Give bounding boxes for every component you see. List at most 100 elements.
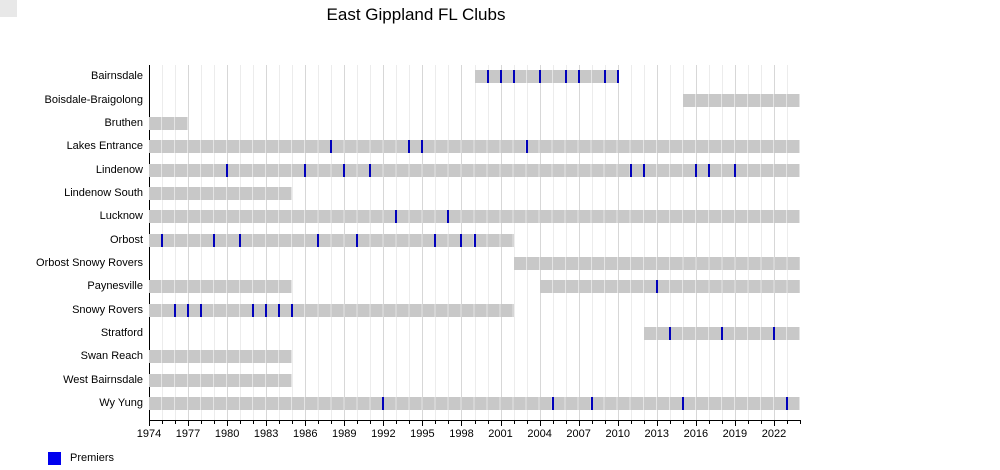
x-tick-1988 xyxy=(331,421,333,424)
x-tick-2008 xyxy=(591,421,593,424)
club-bar-bruthen xyxy=(149,116,189,130)
club-bar-lucknow xyxy=(149,210,800,224)
premier-mark-lindenow-2012 xyxy=(642,163,645,177)
x-tick-1977 xyxy=(188,421,190,426)
club-label-paynesville: Paynesville xyxy=(87,280,143,293)
club-bar-paynesville xyxy=(149,280,293,294)
premier-mark-orbost-1979 xyxy=(213,233,216,247)
premier-mark-lakes-entrance-2003 xyxy=(525,140,528,154)
x-tick-1983 xyxy=(266,421,268,426)
x-tick-2004 xyxy=(539,421,541,426)
x-tick-2010 xyxy=(617,421,619,426)
x-tick-1980 xyxy=(227,421,229,426)
x-tick-2009 xyxy=(604,421,606,424)
x-tick-2022 xyxy=(773,421,775,426)
premier-mark-stratford-2022 xyxy=(772,326,775,340)
club-label-lakes-entrance: Lakes Entrance xyxy=(66,140,143,153)
x-tick-1976 xyxy=(175,421,177,424)
club-label-bairnsdale: Bairnsdale xyxy=(91,70,143,83)
premier-mark-lakes-entrance-1994 xyxy=(408,140,411,154)
club-label-snowy-rovers: Snowy Rovers xyxy=(72,303,143,316)
x-tick-label-2019: 2019 xyxy=(722,428,748,440)
premier-mark-bairnsdale-2010 xyxy=(616,70,619,84)
x-tick-label-2010: 2010 xyxy=(605,428,630,440)
premier-mark-orbost-1990 xyxy=(356,233,359,247)
premier-mark-paynesville-2013 xyxy=(655,280,658,294)
premier-mark-lindenow-2016 xyxy=(694,163,697,177)
x-tick-2021 xyxy=(760,421,762,424)
x-tick-label-2016: 2016 xyxy=(683,428,709,440)
x-tick-2012 xyxy=(643,421,645,424)
gridline-year-2016 xyxy=(695,65,697,420)
x-tick-2014 xyxy=(669,421,671,424)
premier-mark-stratford-2018 xyxy=(720,326,723,340)
x-tick-2005 xyxy=(552,421,554,424)
premier-mark-orbost-1987 xyxy=(317,233,320,247)
premier-mark-lakes-entrance-1995 xyxy=(421,140,424,154)
premier-mark-snowy-rovers-1984 xyxy=(278,303,281,317)
x-tick-1991 xyxy=(370,421,372,424)
gridline-year-2003 xyxy=(526,65,528,420)
x-tick-2017 xyxy=(708,421,710,424)
x-tick-1984 xyxy=(279,421,281,424)
x-tick-label-1977: 1977 xyxy=(175,428,201,440)
premier-mark-lindenow-1986 xyxy=(304,163,307,177)
premier-mark-wy-yung-2015 xyxy=(681,396,684,410)
club-label-boisdale-braigolong: Boisdale-Braigolong xyxy=(44,93,143,106)
x-tick-1997 xyxy=(448,421,450,424)
gridline-year-2014 xyxy=(669,65,671,420)
premier-mark-wy-yung-1992 xyxy=(382,396,385,410)
x-tick-2011 xyxy=(630,421,632,424)
premier-mark-orbost-1981 xyxy=(239,233,242,247)
x-tick-2002 xyxy=(513,421,515,424)
premier-mark-wy-yung-2008 xyxy=(590,396,593,410)
x-tick-1978 xyxy=(201,421,203,424)
premier-mark-lucknow-1993 xyxy=(395,210,398,224)
premier-mark-bairnsdale-2002 xyxy=(512,70,515,84)
x-tick-label-1989: 1989 xyxy=(332,428,357,440)
premier-mark-snowy-rovers-1977 xyxy=(187,303,190,317)
x-tick-1975 xyxy=(162,421,164,424)
premier-mark-bairnsdale-2000 xyxy=(486,70,489,84)
x-tick-2018 xyxy=(721,421,723,424)
x-tick-label-2022: 2022 xyxy=(761,428,787,440)
club-label-bruthen: Bruthen xyxy=(104,116,143,129)
x-tick-label-1995: 1995 xyxy=(410,428,435,440)
x-tick-label-2004: 2004 xyxy=(527,428,552,440)
x-tick-2016 xyxy=(695,421,697,426)
club-label-west-bairnsdale: West Bairnsdale xyxy=(63,373,143,386)
x-tick-1982 xyxy=(253,421,255,424)
gridline-year-2009 xyxy=(604,65,606,420)
x-tick-label-1974: 1974 xyxy=(136,428,162,440)
x-tick-2020 xyxy=(747,421,749,424)
x-tick-1999 xyxy=(474,421,476,424)
club-bar-west-bairnsdale xyxy=(149,373,293,387)
premier-mark-wy-yung-2005 xyxy=(551,396,554,410)
gridline-year-2002 xyxy=(513,65,515,420)
gridline-year-2021 xyxy=(760,65,762,420)
premier-mark-bairnsdale-2004 xyxy=(538,70,541,84)
gridline-year-2020 xyxy=(747,65,749,420)
club-bar-lakes-entrance xyxy=(149,140,800,154)
club-label-lindenow: Lindenow xyxy=(95,163,143,176)
gridline-year-2023 xyxy=(786,65,788,420)
gridline-year-2012 xyxy=(643,65,645,420)
gridline-year-2015 xyxy=(682,65,684,420)
premier-mark-stratford-2014 xyxy=(668,326,671,340)
x-tick-1993 xyxy=(396,421,398,424)
x-tick-label-1992: 1992 xyxy=(371,428,396,440)
club-label-lucknow: Lucknow xyxy=(99,210,143,223)
club-bar-boisdale-braigolong xyxy=(682,93,800,107)
club-bar-paynesville xyxy=(539,280,800,294)
x-tick-1987 xyxy=(318,421,320,424)
club-label-lindenow-south: Lindenow South xyxy=(64,186,143,199)
x-tick-1996 xyxy=(435,421,437,424)
premier-mark-bairnsdale-2006 xyxy=(564,70,567,84)
club-label-swan-reach: Swan Reach xyxy=(80,350,143,363)
premier-mark-lindenow-2017 xyxy=(707,163,710,177)
premier-mark-snowy-rovers-1978 xyxy=(200,303,203,317)
x-tick-label-1983: 1983 xyxy=(253,428,279,440)
x-tick-label-2013: 2013 xyxy=(644,428,670,440)
legend-premiers-label: Premiers xyxy=(70,452,115,464)
